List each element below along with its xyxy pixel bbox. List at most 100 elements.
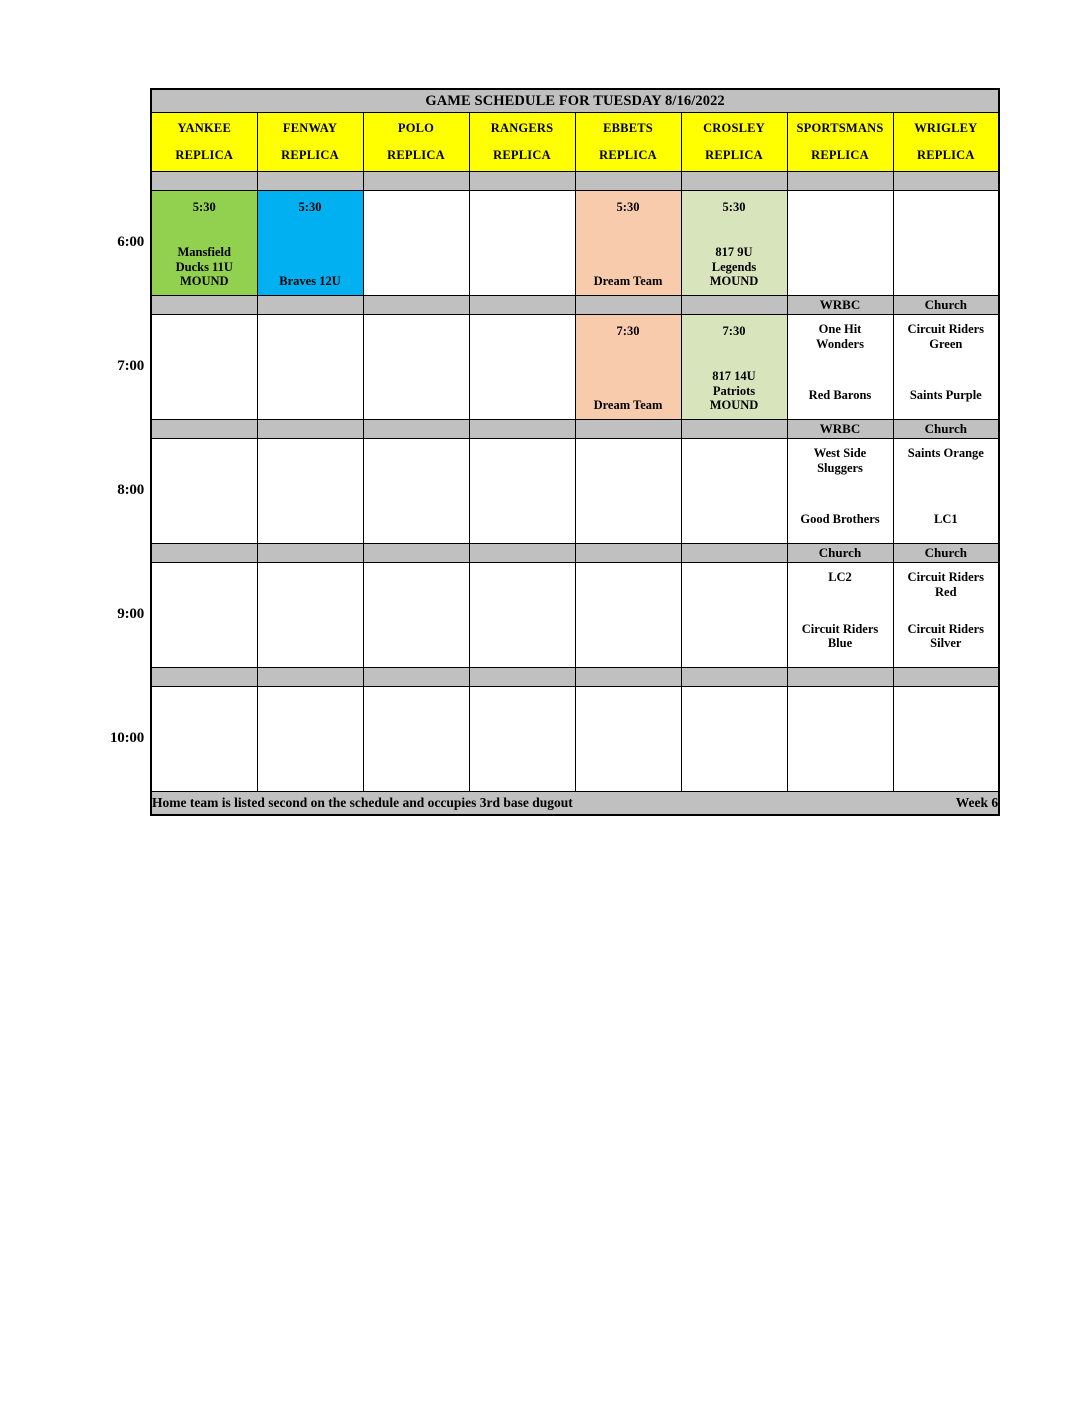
game-cell[interactable]: [468, 562, 576, 668]
game-cell[interactable]: [256, 438, 364, 544]
game-cell[interactable]: [786, 190, 894, 296]
game-cell[interactable]: [680, 562, 788, 668]
game-cell-content: [470, 563, 575, 667]
separator-cell: [468, 171, 576, 191]
venue-header-rangers[interactable]: RANGERS REPLICA: [468, 112, 576, 172]
game-cell[interactable]: West Side Sluggers Good Brothers: [786, 438, 894, 544]
game-cell-content: [152, 563, 257, 667]
team-name-line: Dream Team: [593, 274, 663, 289]
game-cell[interactable]: [574, 562, 682, 668]
game-cell[interactable]: [362, 438, 470, 544]
game-cell[interactable]: [362, 190, 470, 296]
game-cell-content: [364, 191, 469, 295]
home-team: Circuit Riders Silver: [895, 622, 998, 652]
game-cell[interactable]: [468, 314, 576, 420]
matchup-teams: Mansfield Ducks 11U MOUND: [154, 245, 255, 289]
matchup-teams: Dream Team: [578, 398, 679, 413]
separator-cell: [256, 667, 364, 687]
game-cell[interactable]: 7:30 817 14U Patriots MOUND: [680, 314, 788, 420]
venue-header-yankee[interactable]: YANKEE REPLICA: [150, 112, 258, 172]
venue-header-polo[interactable]: POLO REPLICA: [362, 112, 470, 172]
game-cell[interactable]: [150, 314, 258, 420]
game-cell[interactable]: [468, 686, 576, 792]
game-cell[interactable]: [150, 438, 258, 544]
home-team: Saints Purple: [895, 388, 998, 403]
separator-cell: [150, 543, 258, 563]
game-start-time: 5:30: [722, 200, 746, 214]
venue-name: POLO: [397, 121, 435, 136]
venue-header-crosley[interactable]: CROSLEY REPLICA: [680, 112, 788, 172]
game-cell[interactable]: LC2 Circuit Riders Blue: [786, 562, 894, 668]
game-cell[interactable]: [362, 686, 470, 792]
team-name-line: MOUND: [709, 398, 759, 413]
separator-cell: [362, 171, 470, 191]
venue-header-sportsmans[interactable]: SPORTSMANS REPLICA: [786, 112, 894, 172]
separator-cell: [786, 171, 894, 191]
game-cell[interactable]: [892, 190, 1000, 296]
game-cell[interactable]: [150, 562, 258, 668]
game-cell[interactable]: [786, 686, 894, 792]
game-cell[interactable]: [256, 686, 364, 792]
game-cell[interactable]: 5:30 Braves 12U: [256, 190, 364, 296]
game-cell-content: [258, 439, 363, 543]
separator-cell: [256, 171, 364, 191]
game-cell[interactable]: [362, 314, 470, 420]
game-cell[interactable]: 5:30 Dream Team: [574, 190, 682, 296]
game-start-time: 5:30: [616, 200, 640, 214]
game-cell[interactable]: Circuit Riders Red Circuit Riders Silver: [892, 562, 1000, 668]
game-cell-content: [152, 315, 257, 419]
game-cell[interactable]: [468, 438, 576, 544]
venue-name: YANKEE: [177, 121, 232, 136]
game-cell[interactable]: [680, 438, 788, 544]
game-cell-content: [576, 563, 681, 667]
separator-cell: Church: [892, 543, 1000, 563]
away-team: Circuit Riders Red: [895, 570, 998, 600]
game-cell-content: 5:30 Mansfield Ducks 11U MOUND: [152, 191, 257, 295]
separator-cell: [150, 171, 258, 191]
separator-cell: [680, 295, 788, 315]
footer-row: Home team is listed second on the schedu…: [150, 791, 1000, 816]
away-team: West Side Sluggers: [789, 446, 892, 476]
matchup-teams: Dream Team: [578, 274, 679, 289]
game-start-time: 7:30: [722, 324, 746, 338]
separator-cell: [256, 543, 364, 563]
home-team: Circuit Riders Blue: [789, 622, 892, 652]
game-cell-content: One Hit Wonders Red Barons: [788, 315, 893, 419]
time-slot-row: 7:30 Dream Team 7:30 817 14U Patriots MOUND On…: [150, 314, 1000, 420]
separator-cell: WRBC: [786, 419, 894, 439]
separator-cell: [574, 667, 682, 687]
team-name-line: Braves 12U: [279, 274, 341, 289]
game-cell[interactable]: One Hit Wonders Red Barons: [786, 314, 894, 420]
venue-name: EBBETS: [603, 121, 653, 136]
game-cell[interactable]: [468, 190, 576, 296]
footer-content: Home team is listed second on the schedu…: [152, 792, 998, 814]
game-cell[interactable]: [256, 562, 364, 668]
game-cell[interactable]: [892, 686, 1000, 792]
venue-header-wrigley[interactable]: WRIGLEY REPLICA: [892, 112, 1000, 172]
game-cell[interactable]: 5:30 Mansfield Ducks 11U MOUND: [150, 190, 258, 296]
game-cell[interactable]: 5:30 817 9U Legends MOUND: [680, 190, 788, 296]
separator-cell: [786, 667, 894, 687]
game-cell[interactable]: [362, 562, 470, 668]
game-cell[interactable]: [150, 686, 258, 792]
separator-cell: [362, 419, 470, 439]
matchup-teams: Braves 12U: [260, 274, 361, 289]
game-cell[interactable]: 7:30 Dream Team: [574, 314, 682, 420]
team-name-line: Red Barons: [808, 388, 872, 403]
game-cell-content: [470, 315, 575, 419]
game-cell[interactable]: Saints Orange LC1: [892, 438, 1000, 544]
game-cell[interactable]: [574, 438, 682, 544]
game-cell[interactable]: [574, 686, 682, 792]
game-cell-content: Circuit Riders Green Saints Purple: [894, 315, 999, 419]
separator-cell: [468, 667, 576, 687]
venue-header-fenway[interactable]: FENWAY REPLICA: [256, 112, 364, 172]
separator-row: [150, 171, 1000, 191]
game-cell[interactable]: [680, 686, 788, 792]
game-cell-content: [470, 191, 575, 295]
game-cell[interactable]: Circuit Riders Green Saints Purple: [892, 314, 1000, 420]
venue-subtitle: REPLICA: [916, 147, 975, 162]
game-cell[interactable]: [256, 314, 364, 420]
home-team: LC1: [895, 512, 998, 527]
game-cell-content: LC2 Circuit Riders Blue: [788, 563, 893, 667]
venue-header-ebbets[interactable]: EBBETS REPLICA: [574, 112, 682, 172]
